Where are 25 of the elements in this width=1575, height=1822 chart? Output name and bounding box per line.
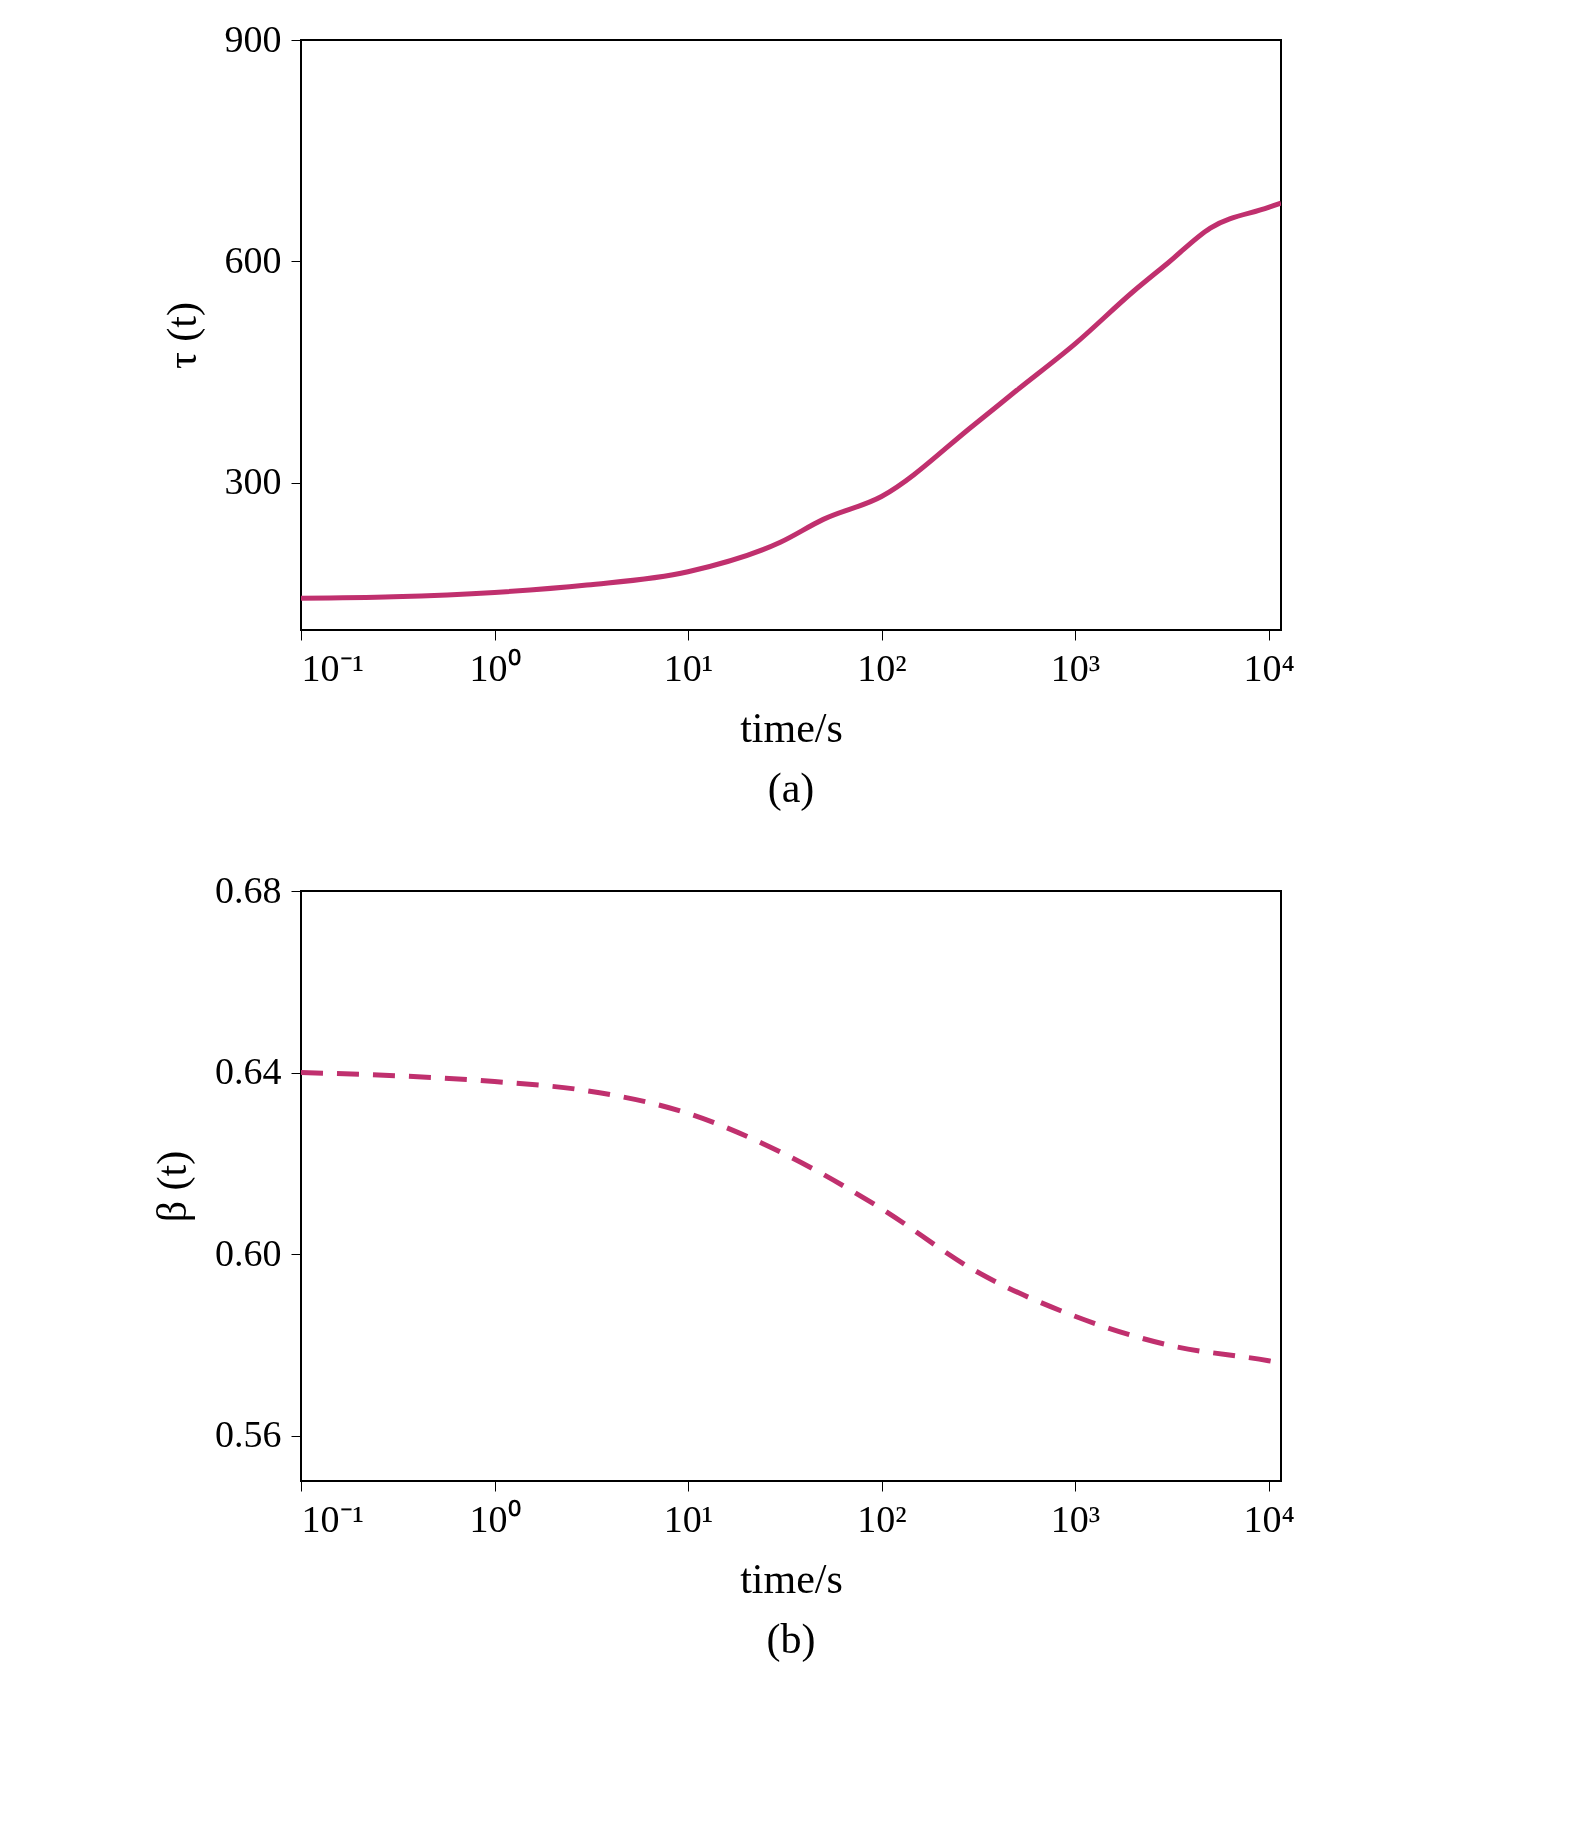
x-tick-label: 10⁻¹ [301,1497,364,1540]
y-axis-title: β (t) [149,1150,196,1223]
y-tick-label: 0.56 [215,1413,282,1456]
x-tick-label: 10⁰ [469,1497,521,1540]
y-tick-label: 0.68 [215,868,282,911]
y-tick-label: 600 [224,238,282,281]
x-axis-title: time/s [740,1555,843,1602]
y-tick-label: 300 [224,460,282,502]
x-tick-label: 10² [857,646,907,689]
x-tick-label: 10⁻¹ [301,646,364,689]
y-tick-label: 0.64 [215,1050,282,1093]
x-tick-label: 10⁴ [1243,1497,1295,1540]
y-tick-label: 900 [224,17,282,60]
text: (a) [767,765,815,812]
x-tick-label: 10¹ [663,1497,714,1540]
x-tick-label: 10¹ [663,646,714,689]
x-tick-label: 10⁴ [1243,646,1295,689]
x-tick-label: 10³ [1050,646,1101,689]
text: (b) [766,1616,816,1663]
y-axis-title: τ (t) [158,301,206,370]
x-tick-label: 10² [857,1497,907,1540]
y-tick-label: 0.60 [215,1231,282,1274]
x-tick-label: 10⁰ [469,646,521,689]
x-axis-title: time/s [740,704,843,751]
x-tick-label: 10³ [1050,1497,1101,1540]
